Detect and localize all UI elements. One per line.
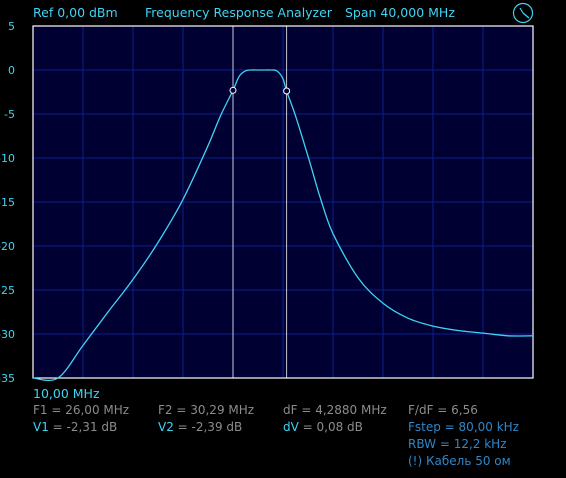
y-tick-label: -25	[0, 284, 15, 297]
v1-readout: V1 = -2,31 dB	[33, 420, 117, 434]
marker-point-f2[interactable]	[283, 87, 291, 95]
clock-gauge-icon[interactable]	[512, 2, 534, 24]
fstep-readout: Fstep = 80,00 kHz	[408, 420, 519, 434]
rbw-readout: RBW = 12,2 kHz	[408, 437, 507, 451]
dv-label: dV	[283, 420, 299, 434]
marker-dots	[229, 86, 291, 95]
df-readout: dF = 4,2880 MHz	[283, 403, 387, 417]
marker-point-f1[interactable]	[229, 86, 237, 94]
y-tick-label: 5	[8, 20, 15, 33]
dv-readout: dV = 0,08 dB	[283, 420, 363, 434]
grid-lines	[33, 26, 533, 378]
y-tick-label: 0	[8, 64, 15, 77]
cable-warning: (!) Кабель 50 ом	[408, 454, 511, 468]
y-tick-label: -20	[0, 240, 15, 253]
dv-value: = 0,08 dB	[298, 420, 363, 434]
v1-label: V1	[33, 420, 49, 434]
y-tick-label: -10	[0, 152, 15, 165]
v2-label: V2	[158, 420, 174, 434]
span-setting[interactable]: Span 40,000 MHz	[345, 5, 455, 20]
v1-value: = -2,31 dB	[48, 420, 118, 434]
response-trace	[32, 69, 534, 382]
marker-group	[232, 26, 288, 378]
reference-level[interactable]: Ref 0,00 dBm	[33, 5, 118, 20]
f-over-df-readout: F/dF = 6,56	[408, 403, 478, 417]
y-tick-label: -30	[0, 328, 15, 341]
plot-frame	[32, 25, 534, 379]
start-frequency-label: 10,00 MHz	[33, 386, 100, 401]
v2-value: = -2,39 dB	[173, 420, 243, 434]
v2-readout: V2 = -2,39 dB	[158, 420, 242, 434]
f1-readout: F1 = 26,00 MHz	[33, 403, 130, 417]
f2-readout: F2 = 30,29 MHz	[158, 403, 255, 417]
y-tick-label: -5	[4, 108, 15, 121]
y-tick-label: -35	[0, 372, 15, 385]
y-tick-label: -15	[0, 196, 15, 209]
app-title: Frequency Response Analyzer	[145, 5, 332, 20]
